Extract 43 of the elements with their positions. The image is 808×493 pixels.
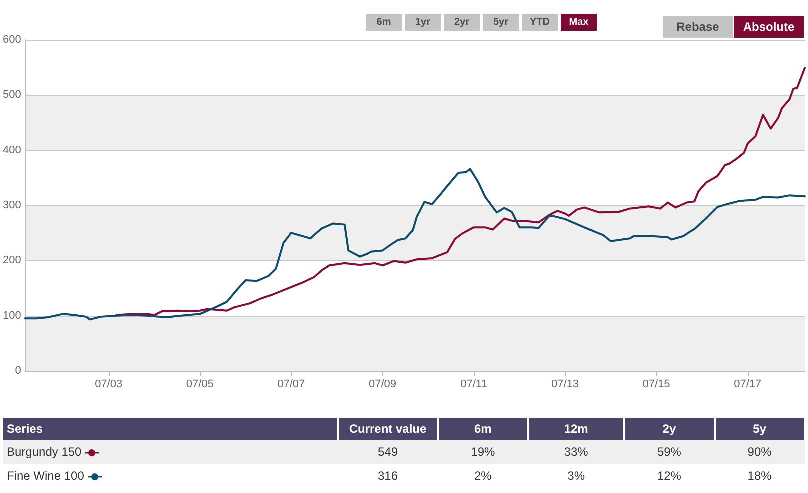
text: 19% [470, 444, 496, 461]
x-tick-label: 07/09 [368, 378, 397, 390]
text: 33% [563, 444, 590, 461]
text: 2y [624, 418, 715, 440]
x-tick-label: 07/07 [278, 378, 306, 390]
x-tick-label: 07/13 [552, 378, 580, 390]
text: 6m [366, 14, 402, 31]
y-tick-label: 400 [2, 144, 22, 156]
text: 2yr [444, 14, 480, 31]
y-tick-label: 300 [2, 200, 22, 212]
x-tick-label: 07/03 [95, 378, 123, 390]
text: Max [561, 14, 597, 31]
text: Series [3, 418, 338, 440]
y-tick-label: 600 [2, 34, 22, 46]
legend-label: Burgundy 150 [6, 444, 83, 461]
text: 2% [473, 468, 493, 485]
text: 5y [714, 418, 805, 440]
text: 6m [438, 418, 528, 440]
text: 1yr [405, 14, 441, 31]
text: 18% [746, 468, 773, 485]
text: 59% [656, 444, 682, 461]
text: Current value [338, 418, 438, 440]
text: 12% [656, 468, 682, 485]
text: 3% [566, 468, 586, 485]
x-tick-label: 07/11 [460, 378, 488, 390]
text: 549 [376, 444, 400, 461]
x-tick-label: 07/15 [642, 378, 670, 390]
text: Absolute [734, 16, 804, 38]
text: YTD [522, 14, 558, 31]
y-tick-label: 0 [15, 365, 22, 377]
x-tick-label: 07/05 [186, 378, 214, 390]
text: 5yr [483, 14, 519, 31]
text: 316 [376, 468, 400, 485]
y-tick-label: 200 [2, 254, 22, 267]
line-series [116, 67, 806, 316]
text: 12m [528, 418, 624, 440]
text: Rebase [663, 16, 733, 38]
x-tick-label: 07/17 [734, 378, 762, 390]
y-tick-label: 100 [2, 310, 22, 322]
text: 90% [746, 444, 773, 461]
y-tick-label: 500 [2, 89, 22, 102]
legend-label: Fine Wine 100 [6, 468, 86, 485]
line-series [24, 168, 806, 321]
